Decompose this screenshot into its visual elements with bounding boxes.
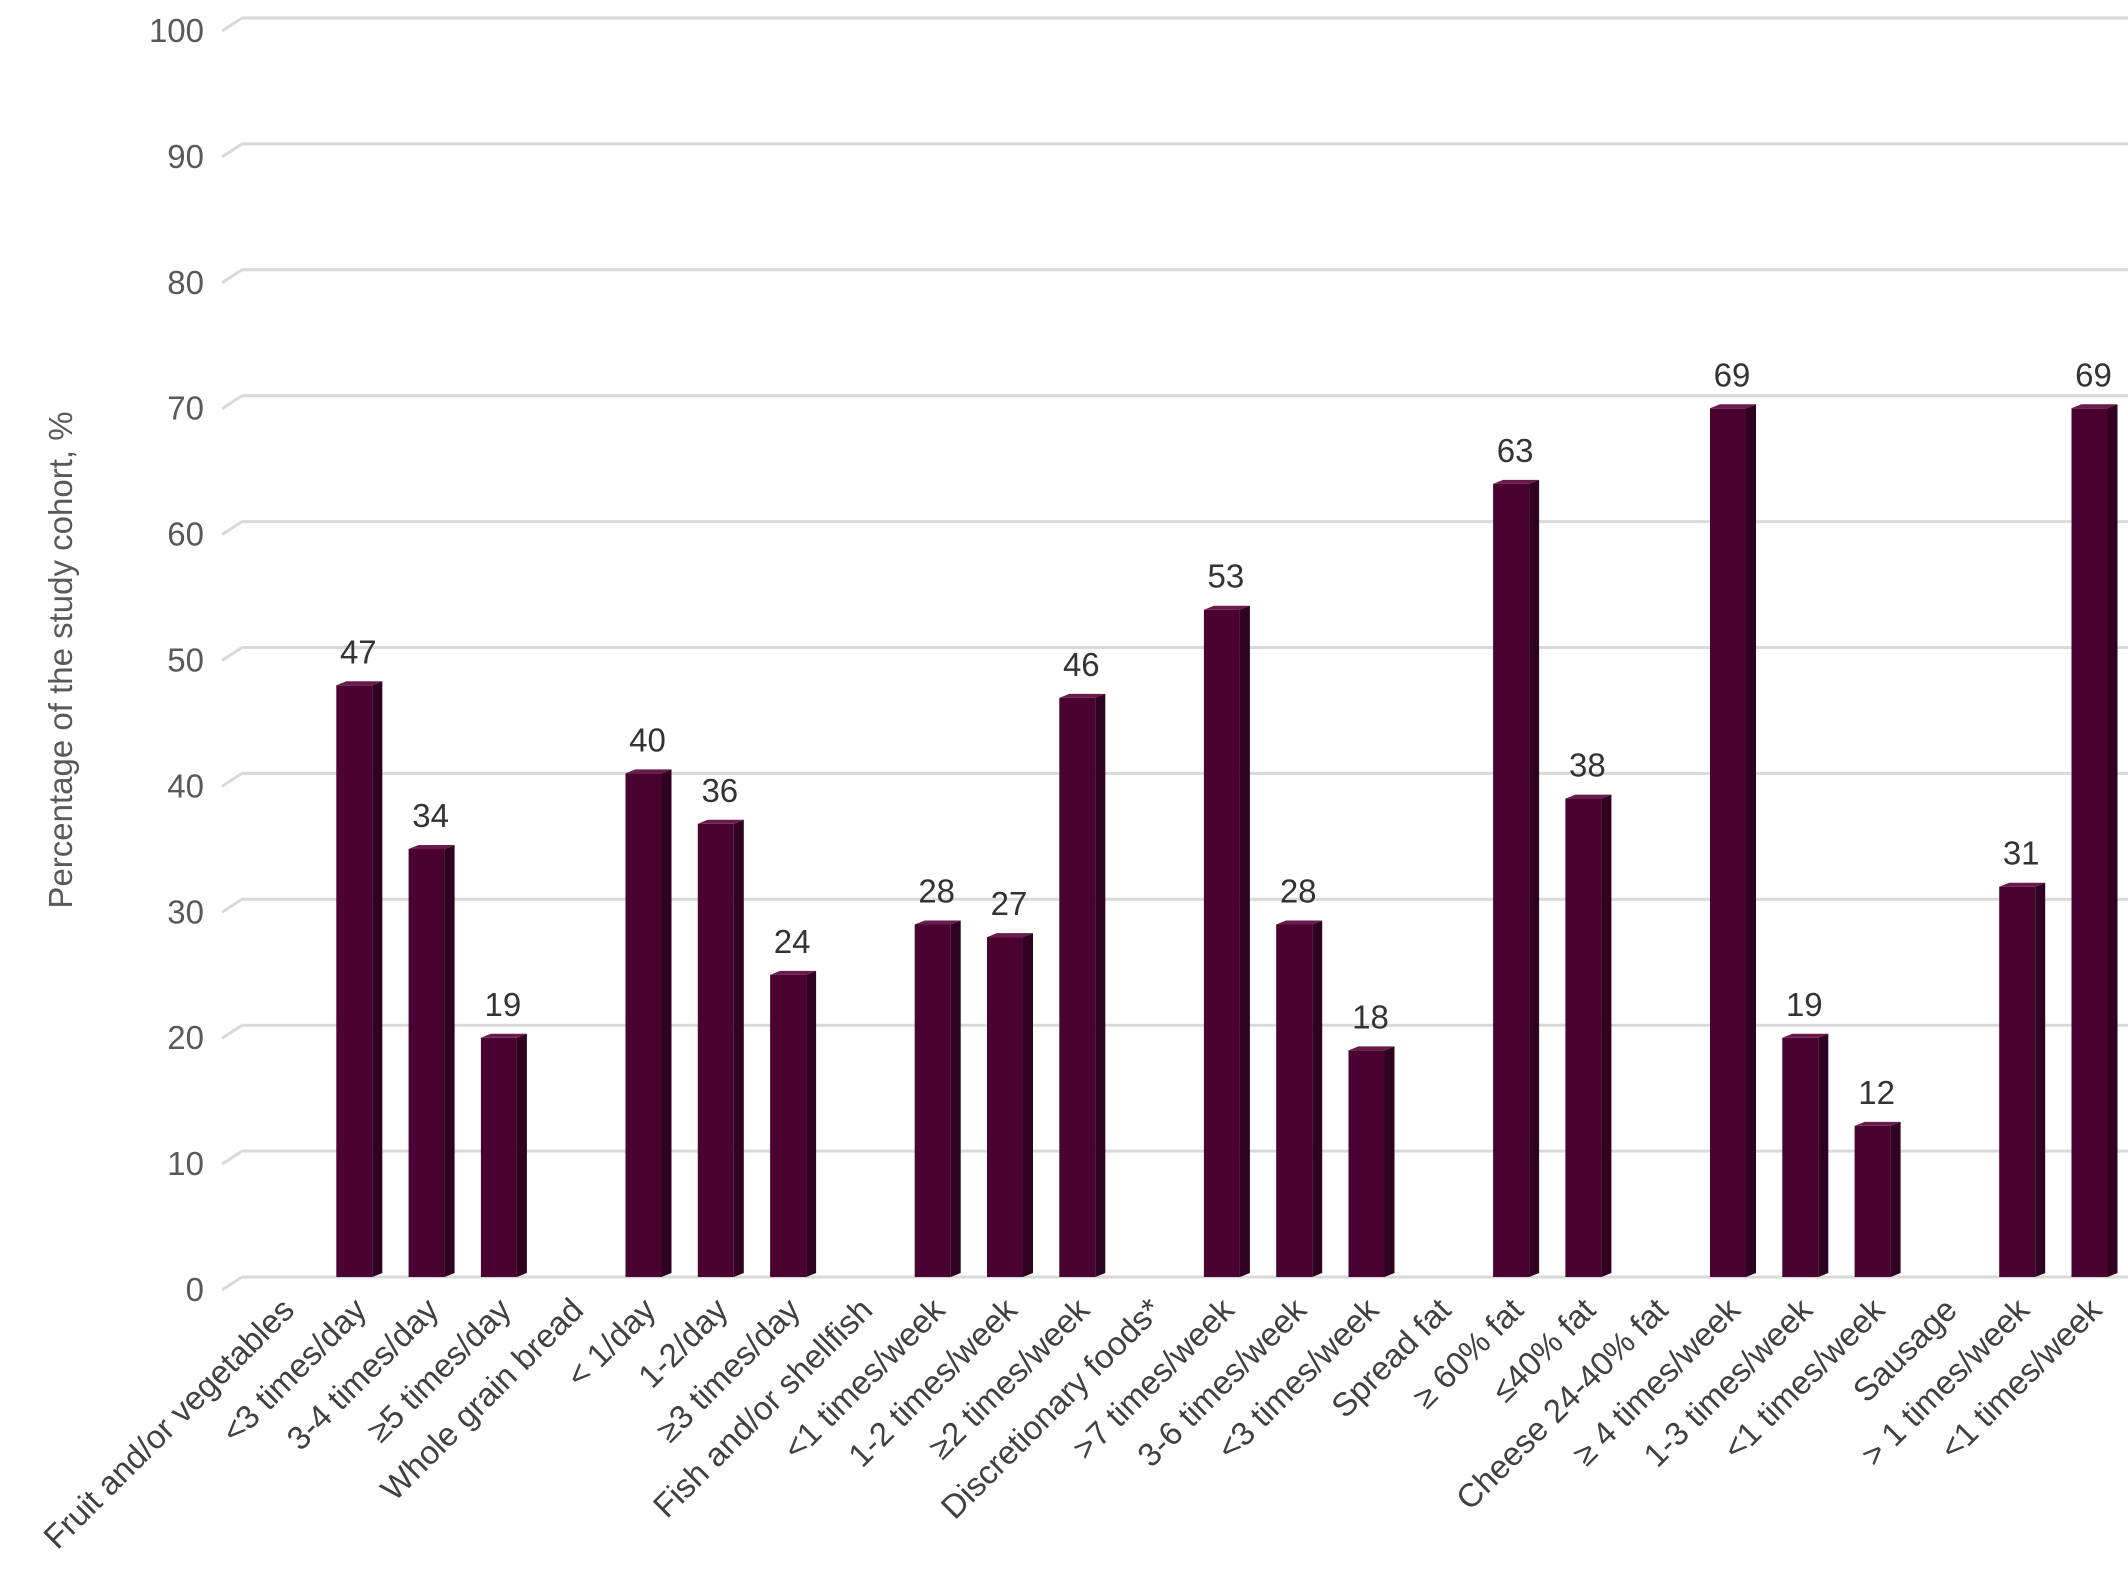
gridline: [221, 771, 2128, 788]
data-label: 12: [1858, 1074, 1895, 1111]
bar: [697, 819, 744, 1277]
data-label: 69: [2075, 356, 2112, 393]
gridline: [221, 394, 2128, 410]
y-tick-label: 50: [167, 642, 204, 679]
bar: [1276, 920, 1323, 1277]
gridline: [221, 268, 2128, 285]
y-tick-label: 80: [167, 264, 204, 301]
bar: [1493, 479, 1540, 1278]
bar: [2071, 404, 2118, 1277]
data-label: 53: [1208, 558, 1245, 595]
bar: [1710, 404, 1756, 1277]
bar: [1854, 1121, 1901, 1277]
bar: [1999, 882, 2046, 1277]
gridline: [221, 897, 2128, 914]
bar: [914, 920, 961, 1277]
data-label: 28: [1280, 872, 1317, 909]
gridlines: [221, 16, 2128, 1292]
data-label: 31: [2003, 835, 2040, 872]
y-tick-label: 0: [186, 1271, 204, 1308]
bar: [625, 769, 672, 1277]
bar: [1348, 1046, 1395, 1277]
data-label: 36: [701, 772, 738, 809]
y-tick-label: 70: [167, 390, 204, 427]
data-label: 19: [1786, 986, 1823, 1023]
data-label: 19: [485, 986, 522, 1023]
y-tick-label: 30: [167, 893, 204, 930]
data-label: 63: [1497, 432, 1534, 469]
y-tick-label: 90: [167, 138, 204, 175]
y-tick-label: 20: [167, 1019, 204, 1056]
gridline: [221, 1023, 2128, 1040]
y-tick-label: 100: [149, 12, 204, 49]
data-label: 34: [412, 797, 449, 834]
bar: [336, 681, 383, 1277]
data-label: 38: [1569, 747, 1606, 784]
gridline: [221, 1275, 2128, 1292]
y-axis-label: Percentage of the study cohort, %: [42, 411, 79, 908]
y-tick-label: 40: [167, 767, 204, 804]
bar: [1203, 605, 1250, 1277]
data-label: 27: [991, 885, 1028, 922]
bar: [480, 1033, 527, 1277]
gridline: [221, 520, 2128, 536]
y-tick-label: 10: [167, 1145, 204, 1182]
data-label: 40: [629, 721, 666, 758]
data-label: 47: [340, 633, 377, 670]
data-label: 24: [774, 923, 811, 960]
y-tick-label: 60: [167, 516, 204, 553]
bar: [408, 844, 455, 1277]
bar: [770, 970, 817, 1277]
gridline: [221, 16, 2128, 33]
data-label: 28: [918, 872, 955, 909]
bar: [1782, 1033, 1829, 1277]
bar: [1565, 794, 1612, 1277]
bars: [336, 404, 2118, 1278]
data-label: 69: [1714, 356, 1751, 393]
data-label: 18: [1352, 998, 1389, 1035]
bar: [1059, 693, 1106, 1277]
data-labels: 47 34 19 40 36 24 28 27 46 53 28 18 63 38 69 19 12 31 69: [340, 356, 2112, 1111]
data-label: 46: [1063, 646, 1100, 683]
gridline: [221, 646, 2128, 662]
y-axis-ticks: 0 10 20 30 40 50 60 70 80 90 100: [149, 12, 204, 1308]
bar: [987, 933, 1033, 1277]
gridline: [221, 142, 2128, 159]
